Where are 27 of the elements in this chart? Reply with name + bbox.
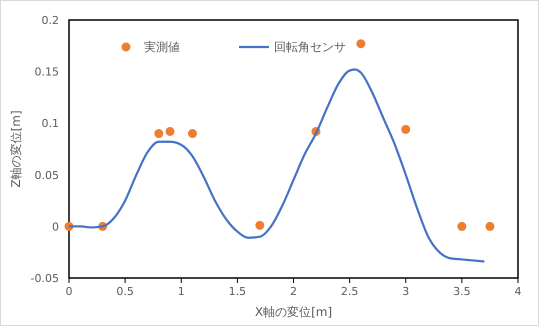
y-tick-label: 0.1 (42, 117, 59, 130)
x-tick-label: 4 (514, 285, 522, 298)
point (356, 39, 366, 48)
x-tick-label: 2 (290, 285, 297, 298)
point (401, 124, 410, 134)
x-axis-title: X軸の変位[m] (254, 305, 332, 319)
x-tick-label: 0.5 (116, 285, 134, 298)
x-tick-label: 0 (66, 285, 72, 298)
legend-label: 回転角センサ (274, 40, 346, 54)
point (485, 222, 494, 231)
y-tick-label: -0.05 (30, 272, 59, 285)
point (166, 126, 175, 136)
y-tick-label: 0.05 (34, 168, 59, 182)
x-tick-label: 1 (178, 285, 185, 298)
point (188, 129, 197, 138)
point (457, 222, 466, 231)
point (154, 129, 164, 138)
y-tick-label: 0.15 (34, 66, 59, 79)
x-tick-label: 2.5 (340, 285, 358, 298)
y-axis-title: Z軸の変位[m] (9, 110, 23, 188)
x-tick-label: 3 (402, 285, 410, 298)
legend-label: 実測値 (144, 40, 180, 54)
x-tick-label: 1.5 (228, 285, 246, 298)
y-tick-label: 0 (52, 220, 59, 234)
y-tick-label: 0.2 (42, 14, 59, 27)
point (255, 220, 264, 230)
x-tick-label: 3.5 (453, 285, 471, 298)
